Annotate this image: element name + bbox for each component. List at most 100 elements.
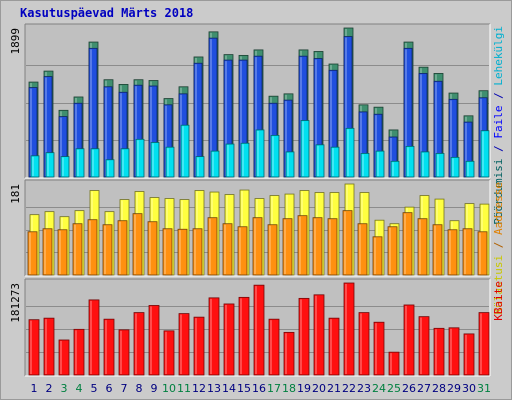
bar-lehekülgi-day-14 [225,143,235,178]
bar-kbaite-day-7 [118,329,130,376]
bar-kbaite-day-9 [148,305,160,376]
bar-highlight [227,145,229,176]
bar-highlight [482,131,484,176]
bar-highlight [195,64,197,176]
bar-kbaite-day-20 [313,294,325,376]
bar-lehekülgi-day-22 [345,127,355,178]
bar-highlight [390,353,392,374]
bar-highlight [419,219,421,274]
x-tick-label-3: 3 [61,382,68,395]
x-tick-label-16: 16 [252,382,266,395]
bar-aadresse-day-26 [402,212,413,276]
x-tick-label-10: 10 [162,382,176,395]
bar-highlight [194,229,196,274]
bar-highlight [480,313,482,374]
bar-aadresse-day-5 [87,219,98,276]
legend-entry: Aadresse [492,182,505,235]
bar-lehekülgi-day-19 [300,120,310,178]
bar-highlight [182,126,184,176]
bar-kbaite-day-4 [73,328,85,376]
bar-highlight [315,59,317,177]
bar-highlight [302,121,304,176]
bar-highlight [269,225,271,274]
bar-aadresse-day-2 [42,228,53,276]
bar-highlight [359,224,361,274]
x-tick-label-13: 13 [207,382,221,395]
bar-highlight [89,220,91,274]
bar-aadresse-day-9 [147,221,158,276]
bar-highlight [405,305,407,374]
bar-lehekülgi-day-6 [105,159,115,178]
x-tick-label-27: 27 [417,382,431,395]
bar-highlight [345,284,347,374]
x-tick-label-19: 19 [297,382,311,395]
y-tick-label: 1899 [9,28,22,55]
bar-aadresse-day-25 [387,226,398,276]
bar-aadresse-day-28 [432,224,443,276]
bar-highlight [152,143,154,176]
bar-lehekülgi-day-11 [180,124,190,178]
x-tick-label-4: 4 [76,382,83,395]
bar-aadresse-day-20 [312,217,323,276]
bar-highlight [347,129,349,176]
bar-highlight [479,232,481,274]
bar-highlight [47,153,49,176]
bar-highlight [450,100,452,176]
bar-lehekülgi-day-25 [390,160,400,178]
bar-lehekülgi-day-23 [360,153,370,178]
bar-highlight [344,211,346,274]
bar-highlight [464,229,466,274]
bar-highlight [374,237,376,274]
bar-kbaite-day-17 [268,318,280,376]
bar-highlight [179,230,181,274]
bar-kbaite-day-24 [373,321,385,376]
bar-lehekülgi-day-3 [60,156,70,178]
x-tick-label-5: 5 [91,382,98,395]
bar-aadresse-day-23 [357,223,368,276]
bar-highlight [150,86,152,176]
x-tick-label-21: 21 [327,382,341,395]
bar-highlight [377,152,379,176]
y-tick-label: 181273 [9,283,22,323]
bar-highlight [242,144,244,176]
x-tick-label-2: 2 [46,382,53,395]
bar-aadresse-day-8 [132,213,143,276]
bar-highlight [59,230,61,274]
bar-highlight [240,298,242,374]
bar-highlight [375,115,377,176]
bar-highlight [210,298,212,374]
bar-highlight [137,140,139,176]
bar-aadresse-day-1 [27,231,38,276]
bar-kbaite-day-10 [163,330,175,376]
x-tick-label-24: 24 [372,382,386,395]
bar-highlight [420,317,422,374]
bar-kbaite-day-25 [388,351,400,376]
bar-aadresse-day-7 [117,220,128,276]
x-axis-labels: 1 2 3 4 5 6 7 8 9 10 11 12 13 14 15 16 17 18 19 20 21 22 23 24 2… [31,382,492,395]
bar-aadresse-day-27 [417,218,428,276]
bar-highlight [452,158,454,176]
bar-highlight [29,232,31,274]
bar-highlight [285,333,287,374]
bar-lehekülgi-day-17 [270,135,280,178]
bar-kbaite-day-16 [253,284,265,376]
bar-lehekülgi-day-26 [405,145,415,178]
bar-lehekülgi-day-29 [450,156,460,178]
bar-highlight [422,152,424,176]
bar-highlight [240,61,242,177]
chart-panels: 1899 Pöördumisi / Faile / Lehekülgi 181 Kül… [9,23,505,377]
x-tick-label-25: 25 [387,382,401,395]
series-legend: Pöördumisi / Faile / Lehekülgi [492,26,505,225]
bar-lehekülgi-day-9 [150,142,160,178]
bar-highlight [449,230,451,274]
bar-highlight [135,313,137,374]
x-tick-label-11: 11 [177,382,191,395]
x-tick-label-15: 15 [237,382,251,395]
x-tick-label-28: 28 [432,382,446,395]
bar-highlight [255,57,257,176]
y-tick-label: 181 [9,184,22,204]
bar-highlight [270,320,272,374]
bar-highlight [45,77,47,176]
x-tick-label-18: 18 [282,382,296,395]
bar-highlight [315,295,317,374]
